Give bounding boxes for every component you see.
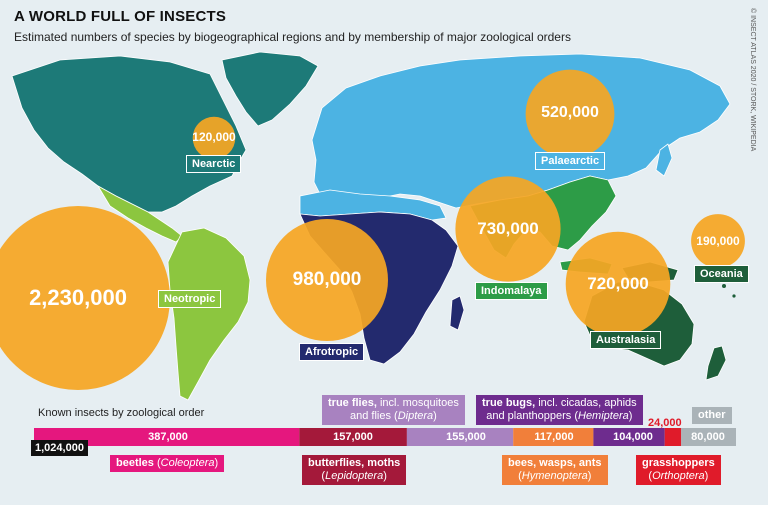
madagascar-shape (449, 295, 465, 331)
order-total: 1,024,000 (31, 440, 88, 456)
order-bar-title: Known insects by zoological order (38, 407, 205, 419)
seg-value-butterflies: 157,000 (333, 431, 373, 443)
seg-value-flies: 155,000 (446, 431, 486, 443)
source-credit: © INSECT ATLAS 2020 / STORK, WIKIPEDIA (749, 8, 756, 152)
bar-segment-beetles (34, 428, 300, 446)
order-label-butterflies: butterflies, moths (Lepidoptera) (302, 455, 407, 485)
japan-shape (655, 143, 673, 177)
south-america-shape (167, 227, 251, 401)
seg-value-bugs: 104,000 (613, 431, 653, 443)
order-label-other: other (692, 407, 732, 424)
bar-segment-grasshoppers (664, 428, 682, 446)
seg-value-bees: 117,000 (534, 431, 574, 443)
region-tag-neotropic: Neotropic (158, 290, 222, 308)
bar-segment-flies (406, 428, 514, 446)
greenland-shape (221, 51, 319, 127)
bubble-afrotropic (266, 219, 388, 341)
bubble-nearctic (192, 116, 236, 160)
order-bar (34, 428, 736, 446)
north-america-shape (11, 55, 247, 213)
region-tag-nearctic: Nearctic (186, 155, 242, 173)
new-zealand-shape (705, 345, 727, 381)
region-bubbles (0, 69, 745, 390)
chart-title: A WORLD FULL OF INSECTS (14, 8, 227, 25)
region-tag-palaearctic: Palaearctic (535, 152, 606, 170)
bubble-palaearctic (525, 69, 615, 159)
order-label-flies: true flies, incl. mosquitoes and flies (… (322, 395, 465, 425)
value-label-afrotropic: 980,000 (292, 269, 362, 290)
region-tag-afrotropic: Afrotropic (299, 343, 365, 361)
bar-segment-bees (513, 428, 594, 446)
region-tag-australasia: Australasia (590, 331, 662, 349)
bubble-oceania (691, 214, 745, 268)
chart-subtitle: Estimated numbers of species by biogeogr… (14, 30, 571, 44)
seg-value-beetles: 387,000 (148, 431, 188, 443)
bubble-australasia (565, 231, 671, 337)
order-label-bugs: true bugs, incl. cicadas, aphids and pla… (476, 395, 643, 425)
region-tag-indomalaya: Indomalaya (475, 282, 548, 300)
value-label-oceania: 190,000 (696, 234, 740, 248)
region-tag-oceania: Oceania (694, 265, 749, 283)
value-label-neotropic: 2,230,000 (29, 285, 127, 310)
value-label-nearctic: 120,000 (192, 130, 236, 144)
order-label-grasshoppers: grasshoppers (Orthoptera) (636, 455, 721, 485)
order-label-beetles: beetles (Coleoptera) (110, 455, 225, 472)
order-label-bees: bees, wasps, ants (Hymenoptera) (502, 455, 608, 485)
bar-segment-other (681, 428, 736, 446)
value-label-australasia: 720,000 (587, 274, 649, 293)
seg-value-grasshoppers: 24,000 (648, 417, 682, 429)
bubble-neotropic (0, 206, 170, 390)
value-label-indomalaya: 730,000 (477, 219, 539, 238)
seg-value-other: 80,000 (691, 431, 725, 443)
value-label-palaearctic: 520,000 (541, 104, 599, 121)
bar-segment-bugs (593, 428, 665, 446)
bubble-indomalaya (455, 176, 561, 282)
bar-segment-butterflies (299, 428, 407, 446)
